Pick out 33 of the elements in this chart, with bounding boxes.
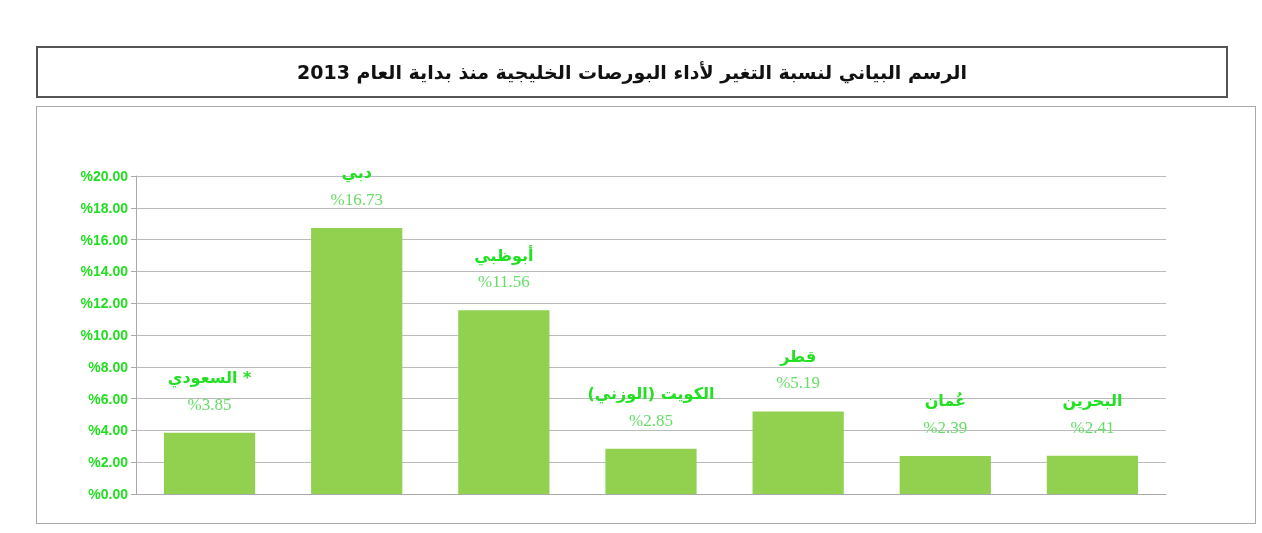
y-tick-label: %8.00 <box>88 358 129 375</box>
y-tick-label: %6.00 <box>88 390 129 407</box>
data-label: %5.19 <box>776 373 821 393</box>
bar <box>311 227 403 494</box>
bar <box>163 432 256 494</box>
x-tick-label: أبوظبي <box>474 244 534 266</box>
x-tick-label: دبي <box>341 163 372 184</box>
bar <box>752 411 844 494</box>
data-label: %2.41 <box>1070 417 1115 437</box>
y-tick-label: %0.00 <box>88 486 129 502</box>
data-label: %11.56 <box>477 272 530 292</box>
y-tick-label: %14.00 <box>80 263 129 280</box>
bar <box>605 448 697 494</box>
y-tick-label: %2.00 <box>88 454 129 471</box>
data-label: %2.39 <box>923 418 968 437</box>
y-tick-label: %10.00 <box>80 327 129 343</box>
x-tick-label: الكويت (الوزني) <box>587 384 715 405</box>
x-tick-label: قطر <box>779 346 817 366</box>
y-tick-label: %18.00 <box>80 199 129 216</box>
bar <box>899 456 991 494</box>
bar <box>458 310 550 494</box>
data-label: %3.85 <box>187 394 232 414</box>
y-tick-label: %4.00 <box>88 422 129 439</box>
x-tick-label: عُمان <box>924 391 966 411</box>
x-tick-label: البحرين <box>1062 391 1123 411</box>
x-tick-label: السعودي * <box>167 368 253 389</box>
y-tick-label: %16.00 <box>80 231 129 248</box>
chart-title: الرسم البياني لنسبة التغير لأداء البورصات الخليجية منذ بداية العام 2013 <box>36 46 1228 98</box>
data-label: %16.73 <box>330 189 383 209</box>
data-label: %2.85 <box>629 410 673 430</box>
y-tick-label: %20.00 <box>80 168 129 184</box>
bar <box>1046 455 1139 494</box>
y-tick-label: %12.00 <box>80 295 129 312</box>
